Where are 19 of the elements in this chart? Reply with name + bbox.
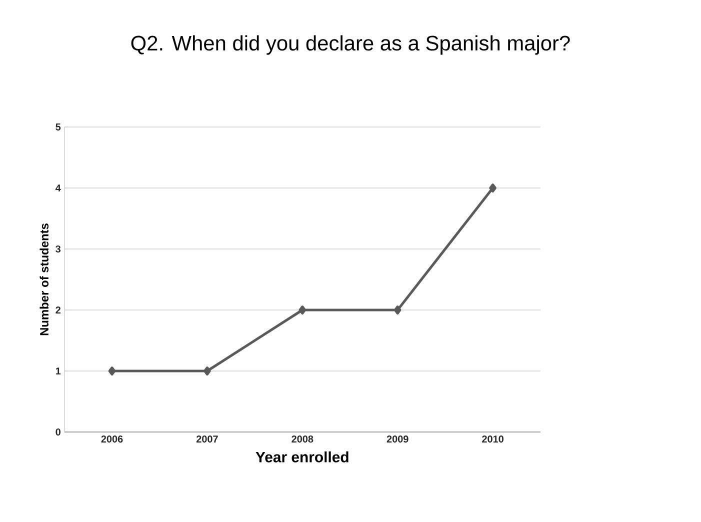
- x-tick-label: 2009: [386, 436, 408, 443]
- y-tick-label: 3: [56, 245, 61, 253]
- y-tick-label: 0: [56, 428, 60, 436]
- y-tick-label: 1: [56, 368, 61, 374]
- x-tick-label: 2010: [482, 436, 504, 443]
- x-tick-label: 2008: [292, 436, 314, 443]
- point: [298, 306, 306, 314]
- point: [394, 306, 402, 314]
- chart-title: Q2. When did you declare as a Spanish major?: [131, 35, 570, 55]
- y-axis-title: Number of students: [40, 224, 48, 336]
- point: [108, 366, 116, 376]
- x-axis-title: Year enrolled: [256, 451, 348, 462]
- y-tick-label: 4: [55, 184, 61, 192]
- point: [204, 366, 211, 376]
- x-tick-label: 2006: [101, 436, 123, 443]
- x-tick-label: 2007: [196, 436, 218, 443]
- y-tick-label: 5: [56, 124, 61, 130]
- point: [489, 184, 496, 192]
- y-tick-label: 2: [56, 306, 60, 314]
